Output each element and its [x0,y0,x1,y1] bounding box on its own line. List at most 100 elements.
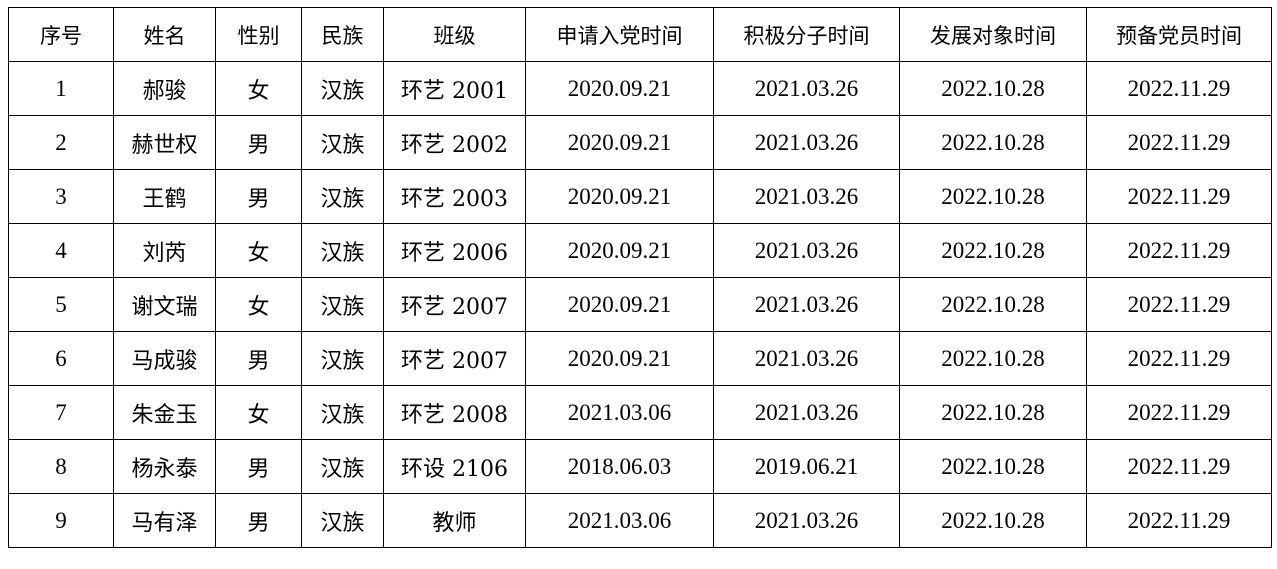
cell-class: 环设 2106 [383,439,526,494]
cell-class: 环艺 2006 [383,223,526,278]
header-class: 班级 [383,7,526,62]
header-name: 姓名 [113,7,216,62]
cell-activist-date: 2021.03.26 [713,493,900,548]
cell-ethnicity: 汉族 [301,61,384,116]
cell-ethnicity: 汉族 [301,115,384,170]
header-activist-date: 积极分子时间 [713,7,900,62]
header-row: 序号 姓名 性别 民族 班级 申请入党时间 积极分子时间 发展对象时间 预备党员时间 [8,7,1272,62]
cell-ethnicity: 汉族 [301,169,384,224]
header-candidate-date: 发展对象时间 [899,7,1087,62]
cell-name: 杨永泰 [113,439,216,494]
cell-probationary-date: 2022.11.29 [1086,277,1272,332]
cell-application-date: 2018.06.03 [525,439,714,494]
cell-candidate-date: 2022.10.28 [899,439,1087,494]
cell-gender: 女 [215,277,302,332]
header-index: 序号 [8,7,114,62]
header-gender: 性别 [215,7,302,62]
cell-ethnicity: 汉族 [301,385,384,440]
cell-name: 谢文瑞 [113,277,216,332]
table-row: 2 赫世权男汉族 环艺 2002 2020.09.21 2021.03.26 2022.1… [8,115,1272,170]
cell-ethnicity: 汉族 [301,223,384,278]
table-row: 5 谢文瑞女汉族 环艺 2007 2020.09.21 2021.03.26 2022.1… [8,277,1272,332]
cell-class: 环艺 2001 [383,61,526,116]
cell-application-date: 2020.09.21 [525,61,714,116]
table-row: 8 杨永泰男汉族 环设 2106 2018.06.03 2019.06.21 2022.1… [8,439,1272,494]
cell-index: 3 [8,169,114,224]
cell-index: 9 [8,493,114,548]
cell-index: 6 [8,331,114,386]
cell-ethnicity: 汉族 [301,331,384,386]
cell-name: 马有泽 [113,493,216,548]
cell-gender: 男 [215,115,302,170]
cell-application-date: 2020.09.21 [525,115,714,170]
cell-class: 环艺 2008 [383,385,526,440]
cell-class: 环艺 2002 [383,115,526,170]
cell-gender: 女 [215,223,302,278]
cell-probationary-date: 2022.11.29 [1086,493,1272,548]
cell-application-date: 2020.09.21 [525,223,714,278]
cell-gender: 男 [215,331,302,386]
cell-ethnicity: 汉族 [301,493,384,548]
cell-candidate-date: 2022.10.28 [899,277,1087,332]
cell-probationary-date: 2022.11.29 [1086,439,1272,494]
table-row: 9 马有泽男汉族 教师 2021.03.06 2021.03.26 2022.10.28 2… [8,493,1272,548]
cell-candidate-date: 2022.10.28 [899,493,1087,548]
cell-class: 环艺 2007 [383,277,526,332]
cell-candidate-date: 2022.10.28 [899,223,1087,278]
cell-ethnicity: 汉族 [301,277,384,332]
cell-application-date: 2020.09.21 [525,331,714,386]
table-row: 6 马成骏男汉族 环艺 2007 2020.09.21 2021.03.26 2022.1… [8,331,1272,386]
cell-name: 刘芮 [113,223,216,278]
cell-candidate-date: 2022.10.28 [899,385,1087,440]
cell-class: 教师 [383,493,526,548]
cell-index: 1 [8,61,114,116]
cell-probationary-date: 2022.11.29 [1086,385,1272,440]
cell-gender: 男 [215,493,302,548]
cell-application-date: 2020.09.21 [525,169,714,224]
cell-activist-date: 2021.03.26 [713,169,900,224]
cell-candidate-date: 2022.10.28 [899,169,1087,224]
cell-application-date: 2021.03.06 [525,385,714,440]
cell-class: 环艺 2003 [383,169,526,224]
header-application-date: 申请入党时间 [525,7,714,62]
cell-probationary-date: 2022.11.29 [1086,223,1272,278]
cell-gender: 女 [215,385,302,440]
cell-index: 7 [8,385,114,440]
cell-candidate-date: 2022.10.28 [899,61,1087,116]
cell-activist-date: 2021.03.26 [713,385,900,440]
cell-gender: 女 [215,61,302,116]
cell-candidate-date: 2022.10.28 [899,115,1087,170]
cell-application-date: 2020.09.21 [525,277,714,332]
cell-name: 赫世权 [113,115,216,170]
cell-activist-date: 2021.03.26 [713,277,900,332]
cell-name: 朱金玉 [113,385,216,440]
table-row: 4 刘芮女汉族 环艺 2006 2020.09.21 2021.03.26 2022.10… [8,223,1272,278]
cell-probationary-date: 2022.11.29 [1086,115,1272,170]
cell-activist-date: 2021.03.26 [713,61,900,116]
cell-activist-date: 2019.06.21 [713,439,900,494]
table-row: 1 郝骏女汉族 环艺 2001 2020.09.21 2021.03.26 2022.10… [8,61,1272,116]
cell-class: 环艺 2007 [383,331,526,386]
cell-probationary-date: 2022.11.29 [1086,331,1272,386]
cell-gender: 男 [215,169,302,224]
cell-name: 郝骏 [113,61,216,116]
cell-candidate-date: 2022.10.28 [899,331,1087,386]
cell-index: 4 [8,223,114,278]
cell-probationary-date: 2022.11.29 [1086,169,1272,224]
header-probationary-date: 预备党员时间 [1086,7,1272,62]
cell-activist-date: 2021.03.26 [713,223,900,278]
cell-gender: 男 [215,439,302,494]
header-ethnicity: 民族 [301,7,384,62]
cell-name: 王鹤 [113,169,216,224]
cell-index: 5 [8,277,114,332]
table-row: 3 王鹤男汉族 环艺 2003 2020.09.21 2021.03.26 2022.10… [8,169,1272,224]
cell-activist-date: 2021.03.26 [713,331,900,386]
cell-index: 8 [8,439,114,494]
cell-index: 2 [8,115,114,170]
party-member-table: 序号 姓名 性别 民族 班级 申请入党时间 积极分子时间 发展对象时间 预备党员时间 1 郝骏女汉… [8,7,1272,548]
cell-probationary-date: 2022.11.29 [1086,61,1272,116]
table-row: 7 朱金玉女汉族 环艺 2008 2021.03.06 2021.03.26 2022.1… [8,385,1272,440]
cell-activist-date: 2021.03.26 [713,115,900,170]
cell-application-date: 2021.03.06 [525,493,714,548]
cell-ethnicity: 汉族 [301,439,384,494]
